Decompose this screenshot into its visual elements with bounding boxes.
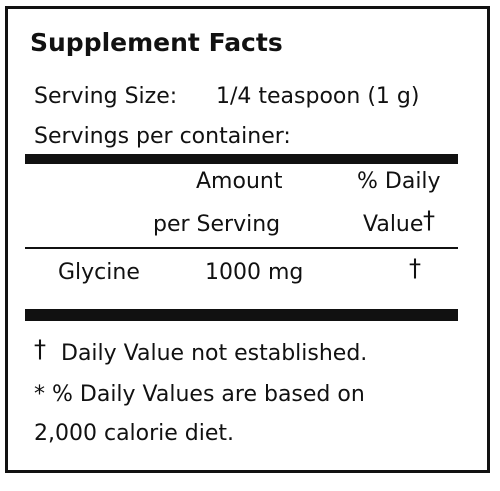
servings-per-container-label: Servings per container:	[34, 124, 291, 149]
serving-size-value: 1/4 teaspoon (1 g)	[216, 84, 420, 109]
nutrient-dv-glycine: †	[409, 254, 421, 282]
row-divider	[25, 247, 458, 249]
panel-title: Supplement Facts	[30, 28, 283, 57]
footnote-daily-values: * % Daily Values are based on	[34, 382, 365, 407]
header-divider	[25, 154, 458, 164]
footnote-dagger-mark: †	[34, 335, 46, 363]
footnote-dagger-text: Daily Value not established.	[61, 341, 368, 366]
daily-value-header-line1: % Daily	[357, 169, 441, 194]
nutrient-name-glycine: Glycine	[58, 260, 140, 285]
amount-header-line1: Amount	[196, 169, 283, 194]
amount-header-line2: per Serving	[153, 212, 281, 237]
footnote-calorie-diet: 2,000 calorie diet.	[34, 421, 235, 446]
daily-value-dagger-mark: †	[423, 206, 435, 234]
nutrient-amount-glycine: 1000 mg	[205, 260, 304, 285]
daily-value-header-line2: Value	[363, 212, 424, 237]
supplement-facts-panel	[5, 6, 490, 473]
serving-size-label: Serving Size:	[34, 84, 178, 109]
footer-divider	[25, 309, 458, 321]
